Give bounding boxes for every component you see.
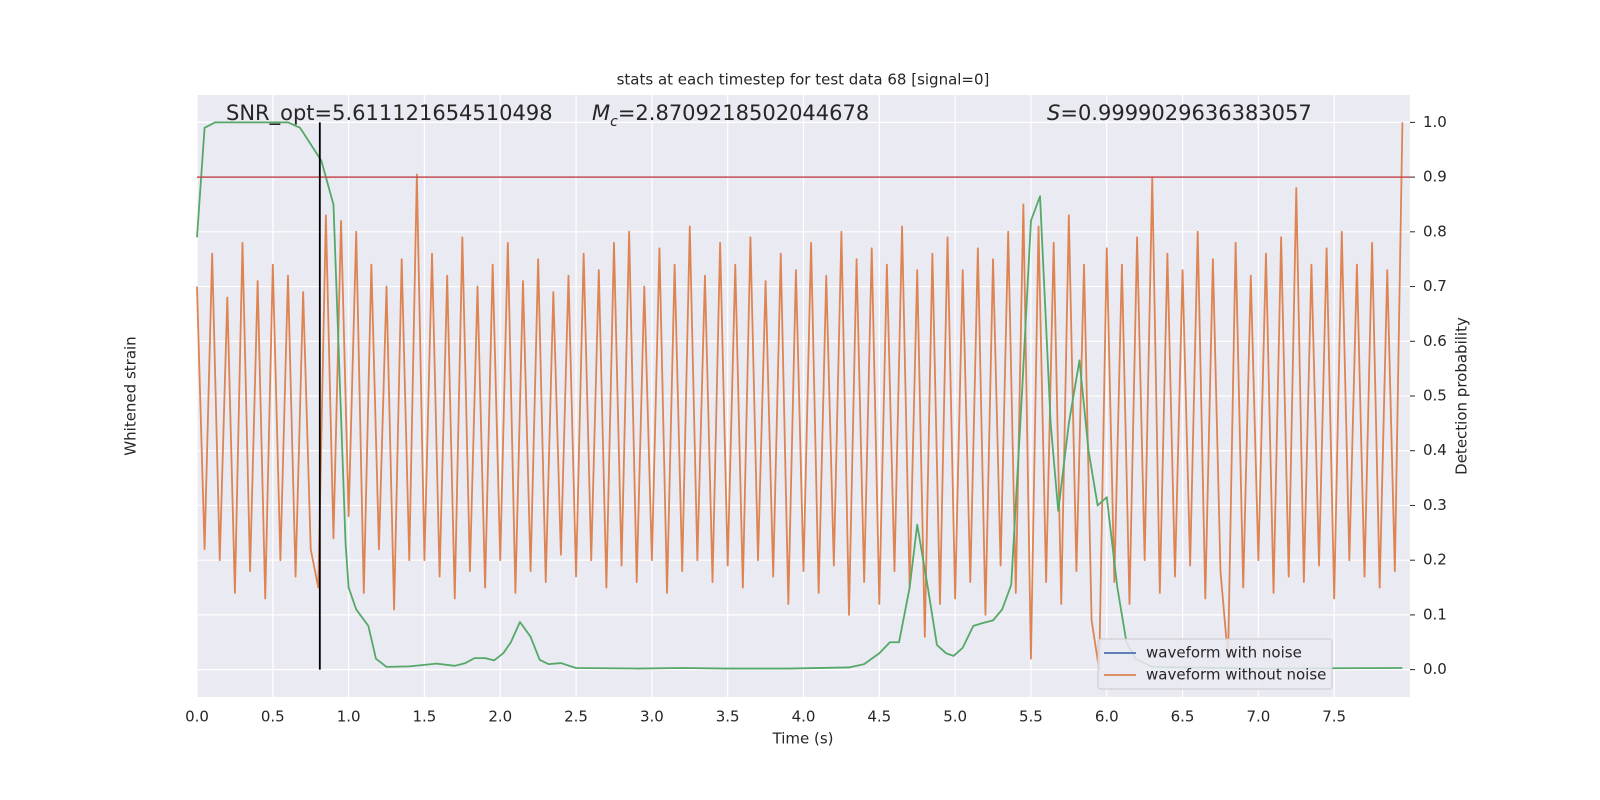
y2-tick-label: 0.5: [1423, 387, 1447, 405]
x-tick-label: 6.5: [1171, 708, 1195, 726]
y2-tick-label: 0.1: [1423, 605, 1447, 623]
x-tick-label: 1.0: [337, 708, 361, 726]
y2-tick-label: 1.0: [1423, 113, 1447, 131]
x-tick-label: 5.5: [1019, 708, 1043, 726]
legend-label: waveform without noise: [1146, 666, 1326, 684]
y2-tick-label: 0.8: [1423, 222, 1447, 240]
x-tick-label: 7.5: [1322, 708, 1346, 726]
x-tick-label: 7.0: [1246, 708, 1270, 726]
legend-box: [1097, 638, 1333, 690]
y2-tick-label: 0.3: [1423, 496, 1447, 514]
annotation-text: =0.9999029636383057: [1060, 101, 1311, 125]
y2-tick-label: 0.2: [1423, 551, 1447, 569]
marks: [196, 121, 1410, 671]
chart-title: stats at each timestep for test data 68 …: [617, 71, 990, 89]
annotation: Mc=2.8709218502044678: [592, 101, 869, 130]
annotation: S=0.9999029636383057: [1047, 101, 1312, 125]
annotation-subscript: c: [610, 114, 618, 130]
x-tick-label: 2.0: [488, 708, 512, 726]
y2-tick-label: 0.7: [1423, 277, 1447, 295]
y-axis-label: Whitened strain: [122, 336, 140, 455]
annotation-symbol: M: [592, 101, 610, 125]
annotation: SNR_opt=5.611121654510498: [226, 101, 553, 126]
x-tick-label: 3.0: [640, 708, 664, 726]
annotation-text: SNR_opt=5.611121654510498: [226, 101, 553, 126]
x-tick-label: 6.0: [1095, 708, 1119, 726]
y2-tick-label: 0.9: [1423, 168, 1447, 186]
x-axis-label: Time (s): [772, 730, 834, 748]
annotation-text: =2.8709218502044678: [618, 101, 869, 125]
x-tick-label: 3.5: [716, 708, 740, 726]
y2-tick-label: 0.0: [1423, 660, 1447, 678]
x-tick-label: 0.0: [185, 708, 209, 726]
y2-axis-label: Detection probability: [1453, 317, 1471, 475]
y2-tick-label: 0.6: [1423, 332, 1447, 350]
x-tick-label: 4.0: [792, 708, 816, 726]
x-tick-label: 1.5: [413, 708, 437, 726]
series-line: [196, 122, 1404, 671]
annotation-symbol: S: [1047, 101, 1060, 125]
series-line: [196, 121, 1403, 670]
legend-label: waveform with noise: [1146, 644, 1302, 662]
ticks: 0.0 0.5 1.0 1.5 2.0 2.5 3.0 3.5 4.0 4.5 5.0 5.5 6.0 6…: [185, 113, 1447, 726]
y2-tick-label: 0.4: [1423, 441, 1447, 459]
x-tick-label: 2.5: [564, 708, 588, 726]
x-tick-label: 4.5: [867, 708, 891, 726]
x-tick-label: 0.5: [261, 708, 285, 726]
x-tick-label: 5.0: [943, 708, 967, 726]
